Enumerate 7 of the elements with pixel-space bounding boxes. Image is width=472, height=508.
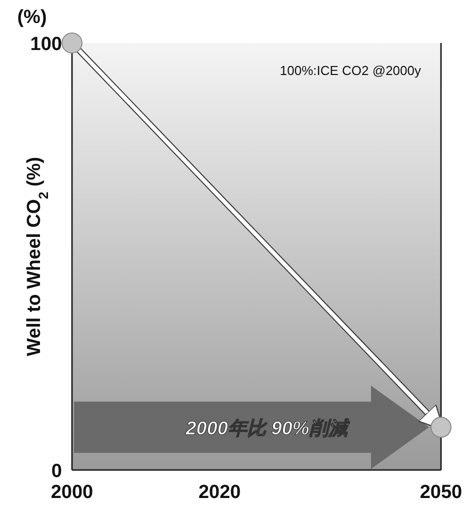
y-tick-label: 100	[30, 34, 62, 55]
text: (%)	[17, 7, 47, 28]
annotation: 100%:ICE CO2 @2000y	[280, 63, 422, 78]
y-tick-label: 0	[51, 461, 62, 482]
x-tick-label: 2020	[198, 482, 241, 503]
x-tick-label: 2050	[420, 482, 462, 503]
x-tick-label: 2000	[50, 482, 94, 503]
